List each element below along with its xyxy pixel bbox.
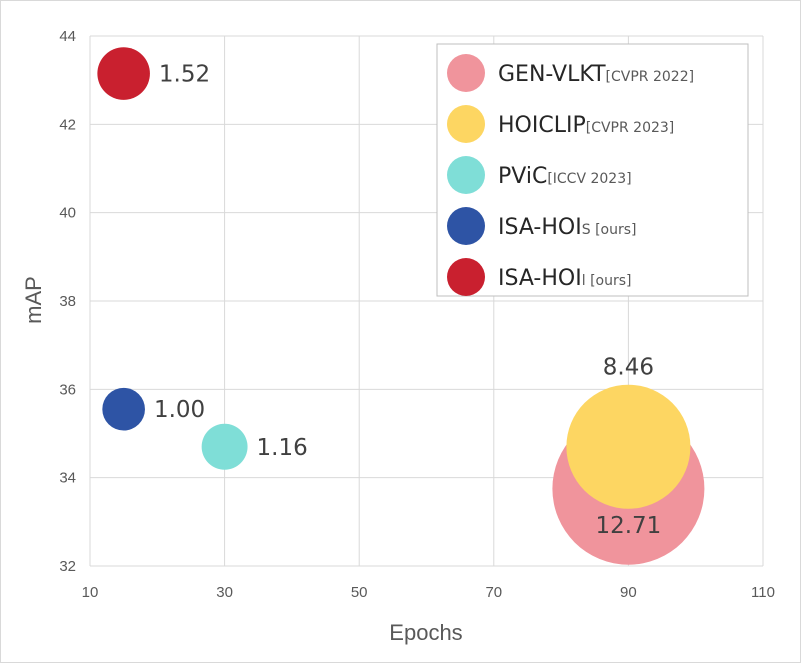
legend-series-venue: [ours] bbox=[595, 222, 636, 238]
legend-marker bbox=[447, 258, 485, 296]
legend-box bbox=[436, 43, 749, 297]
legend-series-subscript: S bbox=[582, 222, 591, 238]
legend-series-venue: [ours] bbox=[590, 273, 631, 289]
y-tick-label: 44 bbox=[59, 28, 76, 45]
legend-series-name: PViC bbox=[498, 164, 547, 189]
bubble bbox=[201, 423, 248, 470]
legend-entry: GEN-VLKT[CVPR 2022] bbox=[498, 62, 694, 87]
y-tick-label: 40 bbox=[59, 205, 76, 222]
legend-marker bbox=[447, 207, 485, 245]
bubble-data-label: 1.16 bbox=[257, 435, 308, 461]
bubbles: 12.71 8.46 1.16 1.00 1.52 bbox=[97, 47, 705, 565]
bubble-data-label: 12.71 bbox=[595, 513, 661, 539]
legend-series-name: GEN-VLKT bbox=[498, 62, 606, 87]
legend-entry: HOICLIP[CVPR 2023] bbox=[498, 113, 674, 138]
legend-entry: ISA-HOIS [ours] bbox=[498, 215, 636, 240]
x-tick-label: 90 bbox=[620, 584, 637, 601]
x-axis-ticks: 10 30 50 70 90 110 bbox=[82, 584, 775, 601]
legend-series-venue: [ICCV 2023] bbox=[547, 171, 631, 187]
legend-marker bbox=[447, 156, 485, 194]
legend-entry: ISA-HOIl [ours] bbox=[498, 266, 631, 291]
y-axis-ticks: 32 34 36 38 40 42 44 bbox=[59, 28, 76, 575]
legend-series-name: ISA-HOI bbox=[498, 266, 582, 291]
x-tick-label: 50 bbox=[351, 584, 368, 601]
x-tick-label: 30 bbox=[216, 584, 233, 601]
bubble-data-label: 1.52 bbox=[159, 62, 210, 88]
legend-series-name: ISA-HOI bbox=[498, 215, 582, 240]
legend: GEN-VLKT[CVPR 2022] HOICLIP[CVPR 2023] PVi… bbox=[436, 43, 749, 297]
legend-series-venue: [CVPR 2023] bbox=[586, 120, 675, 136]
legend-marker bbox=[447, 54, 485, 92]
bubble bbox=[102, 387, 145, 431]
y-tick-label: 36 bbox=[59, 381, 76, 398]
x-tick-label: 10 bbox=[82, 584, 99, 601]
y-tick-label: 42 bbox=[59, 116, 76, 133]
bubble bbox=[566, 384, 691, 509]
legend-series-subscript: l bbox=[582, 273, 586, 289]
legend-marker bbox=[447, 105, 485, 143]
x-tick-label: 70 bbox=[485, 584, 502, 601]
y-axis-title: mAP bbox=[21, 276, 46, 324]
y-tick-label: 32 bbox=[59, 558, 76, 575]
y-tick-label: 34 bbox=[59, 470, 76, 487]
bubble-data-label: 8.46 bbox=[603, 355, 654, 381]
legend-series-name: HOICLIP bbox=[498, 113, 586, 138]
x-tick-label: 110 bbox=[751, 584, 775, 601]
y-tick-label: 38 bbox=[59, 293, 76, 310]
legend-series-venue: [CVPR 2022] bbox=[606, 69, 695, 85]
bubble bbox=[97, 47, 150, 100]
bubble-data-label: 1.00 bbox=[154, 397, 205, 423]
legend-entry: PViC[ICCV 2023] bbox=[498, 164, 632, 189]
x-axis-title: Epochs bbox=[389, 620, 462, 645]
